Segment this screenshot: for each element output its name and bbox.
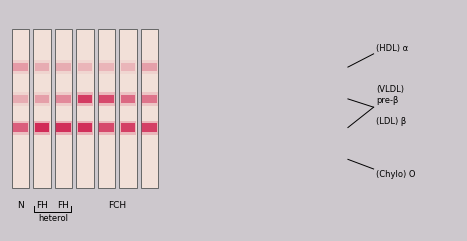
Bar [77, 120, 93, 134]
Bar [78, 123, 92, 132]
Bar [142, 123, 156, 132]
Bar [141, 120, 158, 134]
Bar [121, 94, 135, 103]
Bar [142, 63, 156, 72]
Bar [120, 92, 136, 106]
Bar [55, 29, 72, 188]
Bar [14, 63, 28, 72]
Bar [121, 123, 135, 132]
Text: (LDL) β: (LDL) β [376, 117, 406, 126]
Bar [12, 29, 29, 188]
Text: FH: FH [36, 201, 48, 210]
Bar [34, 120, 50, 134]
Bar [119, 29, 137, 188]
Text: heterol: heterol [38, 214, 68, 223]
Text: (VLDL)
pre-β: (VLDL) pre-β [376, 85, 404, 105]
Bar [77, 92, 93, 106]
Bar [12, 60, 29, 74]
Bar [98, 29, 115, 188]
Bar [141, 60, 158, 74]
Bar [34, 60, 50, 74]
Bar [76, 29, 94, 188]
Bar [34, 92, 50, 106]
Bar [142, 94, 156, 103]
Text: N: N [17, 201, 24, 210]
Bar [35, 94, 49, 103]
Bar [141, 92, 158, 106]
Bar [78, 94, 92, 103]
Bar [120, 120, 136, 134]
Bar [98, 60, 115, 74]
Bar [35, 63, 49, 72]
Bar [35, 123, 49, 132]
Text: (HDL) α: (HDL) α [376, 44, 408, 53]
Bar [99, 94, 113, 103]
Bar [98, 92, 115, 106]
Bar [55, 120, 72, 134]
Bar [99, 63, 113, 72]
Bar [14, 94, 28, 103]
Bar [77, 60, 93, 74]
Bar [57, 94, 71, 103]
Bar [141, 29, 158, 188]
Bar [120, 60, 136, 74]
Bar [14, 123, 28, 132]
Bar [33, 29, 51, 188]
Bar [12, 92, 29, 106]
Bar [57, 123, 71, 132]
Bar [78, 63, 92, 72]
Text: (Chylo) O: (Chylo) O [376, 170, 416, 179]
Bar [57, 63, 71, 72]
Bar [55, 92, 72, 106]
Bar [12, 120, 29, 134]
Bar [98, 120, 115, 134]
Text: FCH: FCH [108, 201, 126, 210]
Bar [121, 63, 135, 72]
Text: FH: FH [57, 201, 70, 210]
Bar [99, 123, 113, 132]
Bar [55, 60, 72, 74]
